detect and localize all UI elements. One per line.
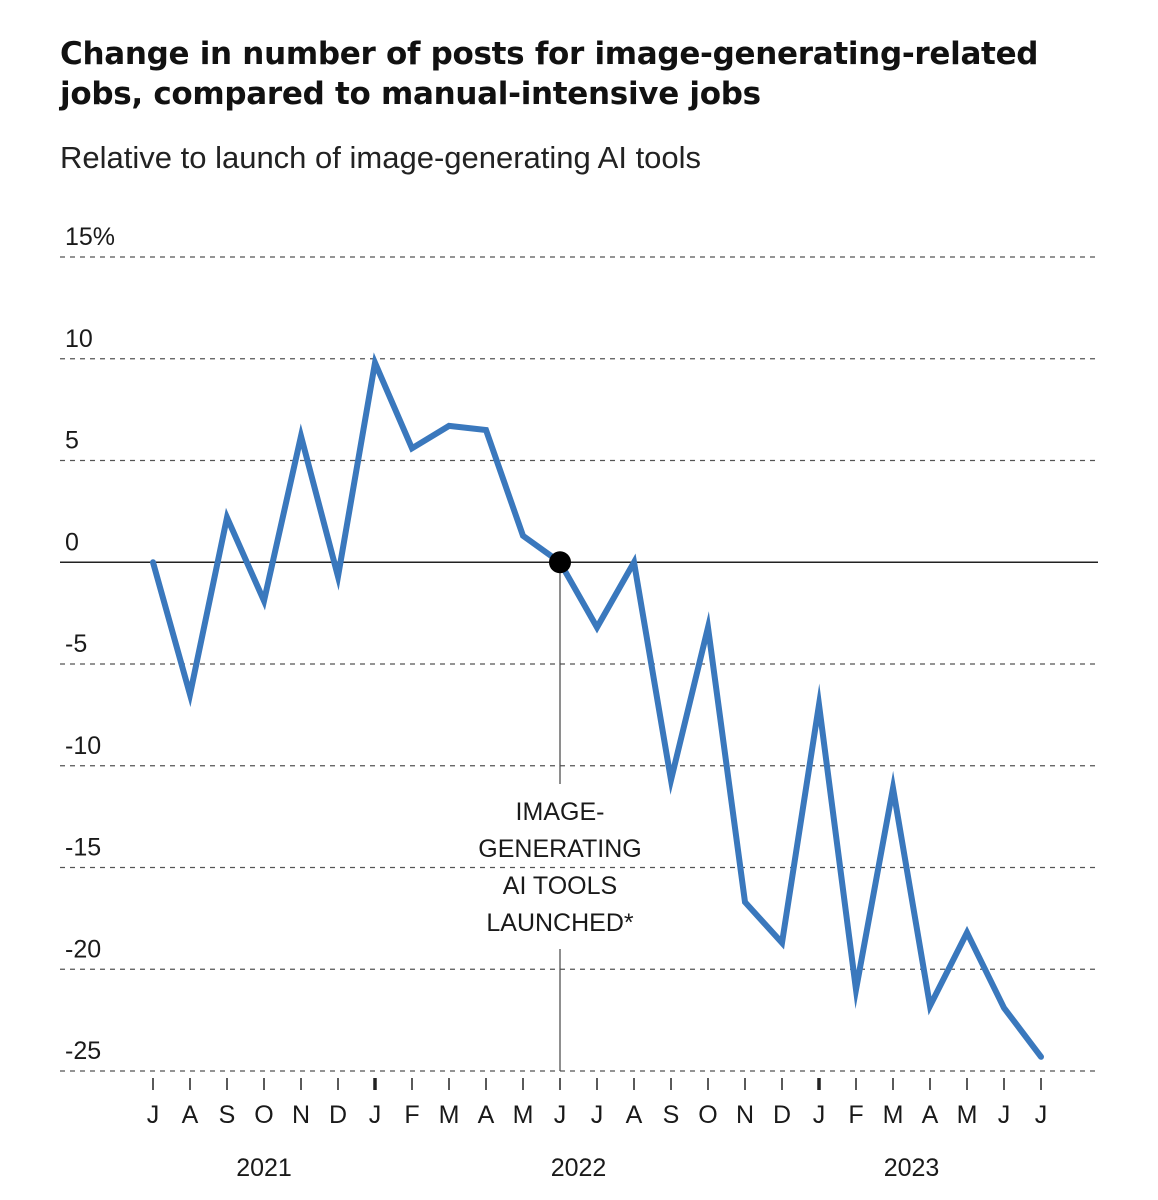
launch-annotation: IMAGE- GENERATING AI TOOLS LAUNCHED* — [478, 562, 642, 1071]
x-tick-label: O — [254, 1101, 273, 1129]
x-tick-label: A — [922, 1101, 939, 1129]
x-tick-label: J — [998, 1101, 1011, 1129]
series-line — [150, 352, 1044, 1060]
x-year-label: 2021 — [236, 1154, 292, 1182]
x-tick-label: A — [478, 1101, 495, 1129]
y-tick-label: 15% — [65, 223, 115, 251]
y-tick-label: -5 — [65, 630, 87, 658]
y-tick-label: -10 — [65, 732, 101, 760]
x-tick-label: D — [773, 1101, 791, 1129]
x-tick-label: M — [957, 1101, 978, 1129]
x-tick-label: M — [439, 1101, 460, 1129]
x-tick-label: N — [292, 1101, 310, 1129]
x-tick-label: A — [626, 1101, 643, 1129]
y-tick-label: -20 — [65, 935, 101, 963]
series-group — [150, 352, 1044, 1060]
y-tick-label: -25 — [65, 1037, 101, 1065]
x-tick-label: O — [698, 1101, 717, 1129]
x-tick-label: F — [404, 1101, 419, 1129]
y-tick-label: 0 — [65, 528, 79, 556]
x-tick-label: J — [591, 1101, 604, 1129]
x-tick-label: A — [182, 1101, 199, 1129]
x-tick-label: J — [1035, 1101, 1048, 1129]
x-tick-label: J — [813, 1101, 826, 1129]
x-tick-label: D — [329, 1101, 347, 1129]
x-year-label: 2023 — [884, 1154, 940, 1182]
x-tick-label: M — [883, 1101, 904, 1129]
x-tick-label: S — [219, 1101, 236, 1129]
chart-subtitle: Relative to launch of image-generating A… — [60, 140, 702, 175]
x-tick-label: N — [736, 1101, 754, 1129]
x-tick-label: S — [663, 1101, 680, 1129]
annotation-label-line: AI TOOLS — [503, 872, 617, 900]
x-tick-label: J — [554, 1101, 567, 1129]
annotation-label-line: GENERATING — [478, 835, 641, 863]
y-tick-label: 5 — [65, 427, 79, 455]
x-tick-label: J — [147, 1101, 160, 1129]
y-axis-tick-labels: 15% 10 5 0 -5 -10 -15 -20 -25 — [65, 223, 115, 1065]
launch-marker — [549, 551, 571, 574]
x-tick-label: J — [369, 1101, 382, 1129]
annotation-label-line: LAUNCHED* — [486, 909, 634, 937]
x-year-label: 2022 — [551, 1154, 607, 1182]
y-tick-label: -15 — [65, 834, 101, 862]
annotation-label-line: IMAGE- — [516, 798, 605, 826]
gridlines — [60, 256, 1098, 1072]
y-tick-label: 10 — [65, 325, 93, 353]
x-tick-label: M — [513, 1101, 534, 1129]
chart-title: Change in number of posts for image-gene… — [60, 36, 1039, 112]
x-tick-label: F — [848, 1101, 863, 1129]
